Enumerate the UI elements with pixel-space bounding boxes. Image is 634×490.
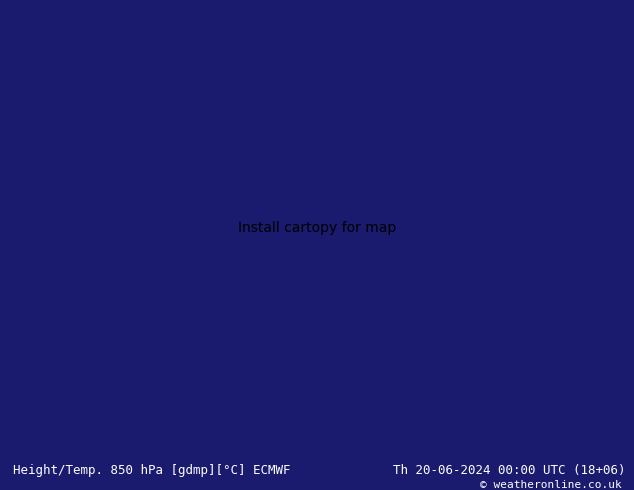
Text: Install cartopy for map: Install cartopy for map [238, 221, 396, 235]
Text: Th 20-06-2024 00:00 UTC (18+06): Th 20-06-2024 00:00 UTC (18+06) [393, 464, 626, 476]
Text: Height/Temp. 850 hPa [gdmp][°C] ECMWF: Height/Temp. 850 hPa [gdmp][°C] ECMWF [13, 464, 290, 476]
Text: © weatheronline.co.uk: © weatheronline.co.uk [479, 480, 621, 490]
